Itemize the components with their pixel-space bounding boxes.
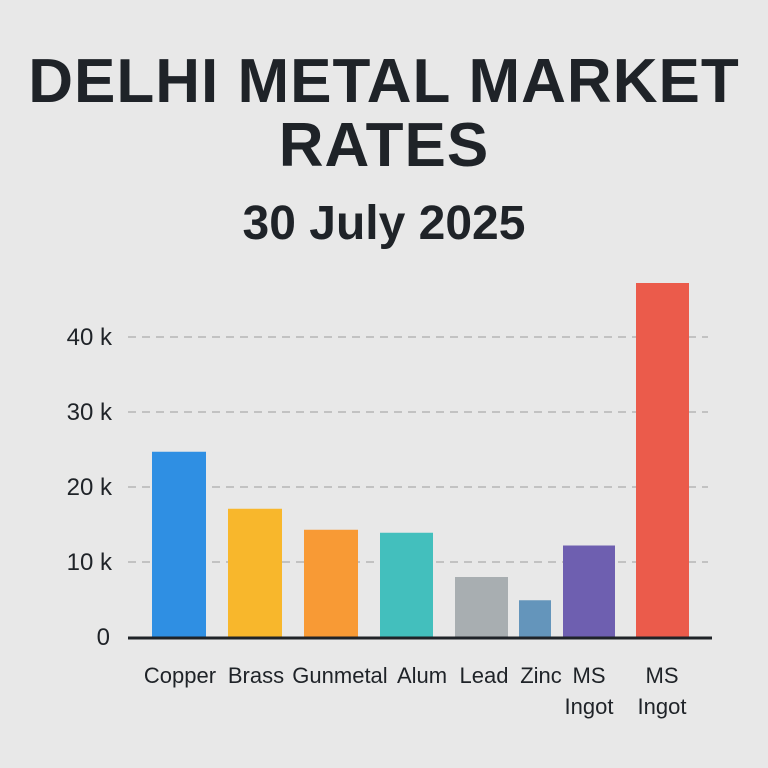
x-category-label: Alum: [397, 663, 447, 688]
bar: [455, 577, 508, 637]
x-category-label: Copper: [144, 663, 216, 688]
bar: [563, 545, 615, 637]
chart-title: DELHI METAL MARKET RATES: [0, 50, 768, 178]
y-tick-label: 10 k: [67, 549, 113, 576]
bar: [152, 451, 206, 637]
y-tick-label: 0: [97, 624, 110, 651]
chart-subtitle: 30 July 2025: [242, 197, 526, 250]
bar: [304, 529, 358, 637]
y-tick-label: 30 k: [67, 399, 113, 426]
bar: [636, 283, 689, 637]
title-line-2: RATES: [278, 111, 490, 180]
x-category-label: Lead: [460, 663, 509, 688]
x-category-label: Gunmetal: [292, 663, 387, 688]
bar: [519, 600, 551, 637]
y-tick-label: 20 k: [67, 474, 113, 501]
x-category-label: Zinc: [520, 663, 562, 688]
x-category-label: MS Ingot: [638, 663, 687, 719]
title-line-1: DELHI METAL MARKET: [28, 47, 740, 116]
y-tick-label: 40 k: [67, 324, 113, 351]
bar: [228, 508, 282, 637]
x-category-label: Brass: [228, 663, 284, 688]
x-category-label: MS Ingot: [565, 663, 614, 719]
bar: [380, 532, 433, 637]
